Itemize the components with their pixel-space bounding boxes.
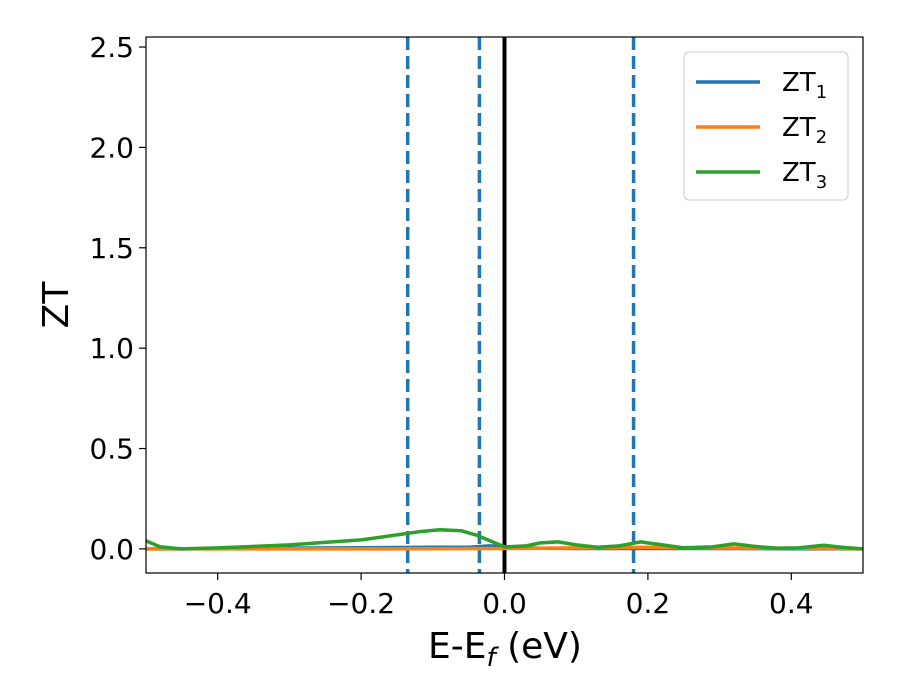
x-tick-label: 0.2 xyxy=(626,587,671,620)
y-tick-label: 1.0 xyxy=(89,332,134,365)
x-tick-label: 0.4 xyxy=(769,587,814,620)
x-axis-label-unit: (eV) xyxy=(496,626,582,667)
x-axis-ticks: −0.4 −0.2 0.0 0.2 0.4 xyxy=(184,573,814,620)
x-tick-label: −0.4 xyxy=(184,587,252,620)
legend-label-zt3: ZT3 xyxy=(782,158,827,193)
y-axis-ticks: 0.0 0.5 1.0 1.5 2.0 2.5 xyxy=(89,31,146,566)
x-axis-label-main: E-E xyxy=(428,626,486,667)
series-layer xyxy=(146,528,863,551)
reference-lines xyxy=(405,37,636,573)
x-tick-label: 0.0 xyxy=(482,587,527,620)
legend: ZT1 ZT2 ZT3 xyxy=(683,51,849,201)
series-line-zt3 xyxy=(146,528,863,551)
y-tick-label: 2.0 xyxy=(89,131,134,164)
x-tick-label: −0.2 xyxy=(327,587,395,620)
legend-label-zt2: ZT2 xyxy=(782,113,827,148)
y-tick-label: 0.5 xyxy=(89,433,134,466)
x-axis-label: E-Ef (eV) xyxy=(428,626,582,673)
y-tick-label: 2.5 xyxy=(89,31,134,64)
y-tick-label: 0.0 xyxy=(89,533,134,566)
y-axis-label: ZT xyxy=(36,281,77,329)
y-tick-label: 1.5 xyxy=(89,232,134,265)
legend-box xyxy=(683,51,849,201)
legend-label-zt1: ZT1 xyxy=(782,68,827,103)
